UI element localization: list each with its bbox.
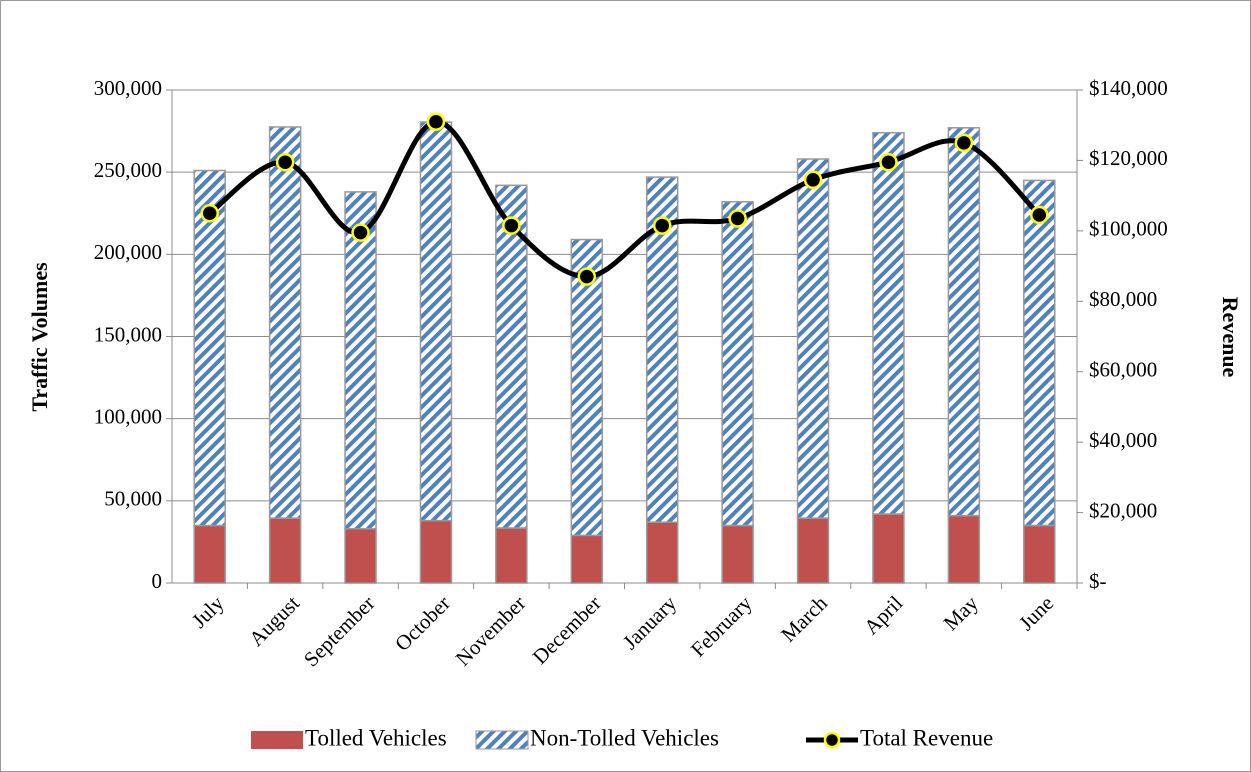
bar — [796, 517, 830, 584]
bar — [947, 127, 981, 517]
bar — [419, 519, 453, 584]
marker — [652, 216, 672, 235]
bar — [721, 524, 754, 584]
bar — [495, 527, 528, 584]
y2-tick-label: $40,000 — [1089, 428, 1157, 452]
marker — [728, 209, 747, 228]
legend-marker — [823, 731, 841, 749]
y-tick-label: 200,000 — [94, 240, 162, 264]
bar — [872, 131, 905, 515]
bar — [268, 126, 302, 519]
y-tick-label: 250,000 — [94, 158, 162, 182]
bar — [570, 238, 604, 537]
marker — [803, 170, 823, 190]
y2-tick-label: $- — [1089, 569, 1107, 593]
legend-label: Total Revenue — [860, 725, 993, 750]
marker — [1030, 205, 1049, 225]
legend-swatch — [251, 731, 303, 749]
y-tick-label: 150,000 — [94, 322, 162, 346]
y2-tick-label: $100,000 — [1089, 217, 1168, 241]
y2-tick-label: $140,000 — [1089, 76, 1168, 100]
legend-swatch — [475, 730, 529, 750]
y-tick-label: 300,000 — [94, 76, 162, 100]
y-tick-label: 100,000 — [94, 404, 162, 428]
marker — [426, 112, 446, 131]
bar — [721, 200, 754, 527]
y-axis-title: Traffic Volumes — [27, 262, 52, 412]
marker — [351, 223, 370, 242]
bar — [344, 528, 377, 584]
bar — [268, 517, 302, 584]
y2-axis-title: Revenue — [1218, 297, 1243, 378]
bar — [796, 158, 830, 519]
bar — [570, 534, 604, 584]
legend-item: Tolled Vehicles — [251, 725, 447, 750]
legend-label: Tolled Vehicles — [305, 725, 447, 750]
y-tick-label: 0 — [152, 569, 163, 593]
bar — [645, 521, 679, 584]
y-tick-label: 50,000 — [104, 487, 162, 511]
bar — [419, 121, 453, 522]
marker — [954, 133, 974, 153]
legend-label: Non-Tolled Vehicles — [530, 725, 719, 750]
bar — [495, 184, 528, 529]
y2-tick-label: $20,000 — [1089, 498, 1157, 522]
bar — [947, 514, 981, 584]
marker — [200, 204, 219, 223]
bar — [1023, 179, 1056, 527]
bar — [872, 513, 905, 584]
legend-item: Non-Tolled Vehicles — [475, 725, 719, 750]
bar — [193, 169, 226, 527]
bar — [344, 191, 377, 530]
marker — [879, 152, 898, 172]
marker — [502, 216, 521, 235]
marker — [577, 267, 597, 286]
legend-item: Total Revenue — [806, 725, 993, 750]
bar — [1023, 524, 1056, 584]
bar — [193, 524, 226, 584]
y2-tick-label: $60,000 — [1089, 358, 1157, 382]
y2-tick-label: $120,000 — [1089, 146, 1168, 170]
y2-tick-label: $80,000 — [1089, 287, 1157, 311]
marker — [275, 152, 295, 172]
